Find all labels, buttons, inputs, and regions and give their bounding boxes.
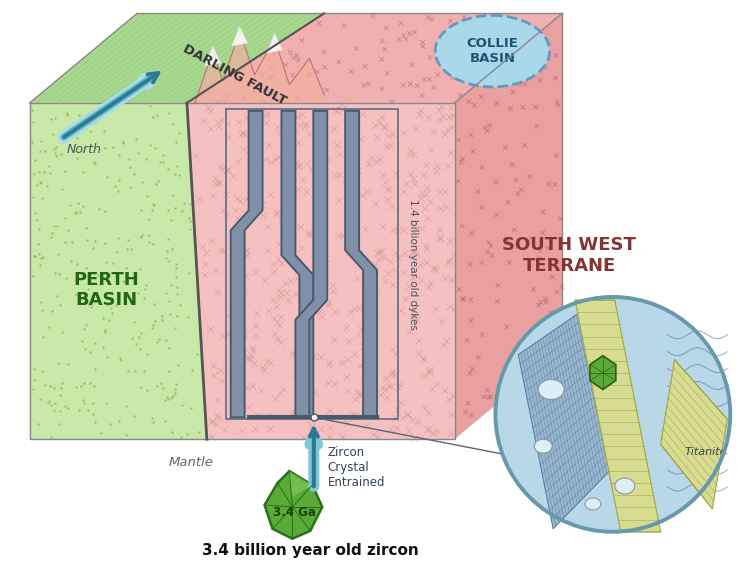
Text: 3.4 Ga: 3.4 Ga xyxy=(273,507,316,519)
Text: Zircon
Crystal
Entrained: Zircon Crystal Entrained xyxy=(328,446,385,488)
Polygon shape xyxy=(187,13,562,103)
Polygon shape xyxy=(661,360,728,509)
Ellipse shape xyxy=(535,439,552,453)
Polygon shape xyxy=(455,13,562,439)
Polygon shape xyxy=(240,31,255,103)
Ellipse shape xyxy=(538,379,564,399)
Polygon shape xyxy=(281,111,314,417)
Polygon shape xyxy=(29,13,324,103)
Text: Titanite: Titanite xyxy=(685,447,727,457)
Text: North: North xyxy=(66,143,101,156)
Text: 1.4 billion year old dykes: 1.4 billion year old dykes xyxy=(408,199,418,329)
Polygon shape xyxy=(274,38,290,103)
Ellipse shape xyxy=(615,478,635,494)
Ellipse shape xyxy=(585,498,601,510)
Polygon shape xyxy=(575,300,661,532)
Polygon shape xyxy=(187,103,455,439)
Polygon shape xyxy=(309,58,324,103)
Circle shape xyxy=(495,297,731,532)
Text: 3.4 billion year old zircon: 3.4 billion year old zircon xyxy=(202,543,418,558)
Polygon shape xyxy=(265,471,322,539)
Text: PERTH
BASIN: PERTH BASIN xyxy=(73,270,139,310)
Polygon shape xyxy=(195,51,213,103)
Polygon shape xyxy=(345,111,377,417)
Polygon shape xyxy=(205,46,221,66)
Polygon shape xyxy=(231,111,262,417)
Polygon shape xyxy=(290,471,312,497)
Polygon shape xyxy=(290,58,309,103)
Ellipse shape xyxy=(435,15,550,87)
Polygon shape xyxy=(231,26,247,46)
Polygon shape xyxy=(518,300,631,529)
Polygon shape xyxy=(255,38,274,103)
Text: SOUTH WEST
TERRANE: SOUTH WEST TERRANE xyxy=(502,236,636,274)
Polygon shape xyxy=(590,356,616,390)
Polygon shape xyxy=(213,51,222,103)
Polygon shape xyxy=(222,31,240,103)
Text: DARLING FAULT: DARLING FAULT xyxy=(181,42,289,108)
Polygon shape xyxy=(267,34,283,53)
Polygon shape xyxy=(29,103,207,439)
Text: COLLIE
BASIN: COLLIE BASIN xyxy=(467,37,518,65)
Polygon shape xyxy=(296,111,327,417)
Text: Mantle: Mantle xyxy=(168,456,213,469)
